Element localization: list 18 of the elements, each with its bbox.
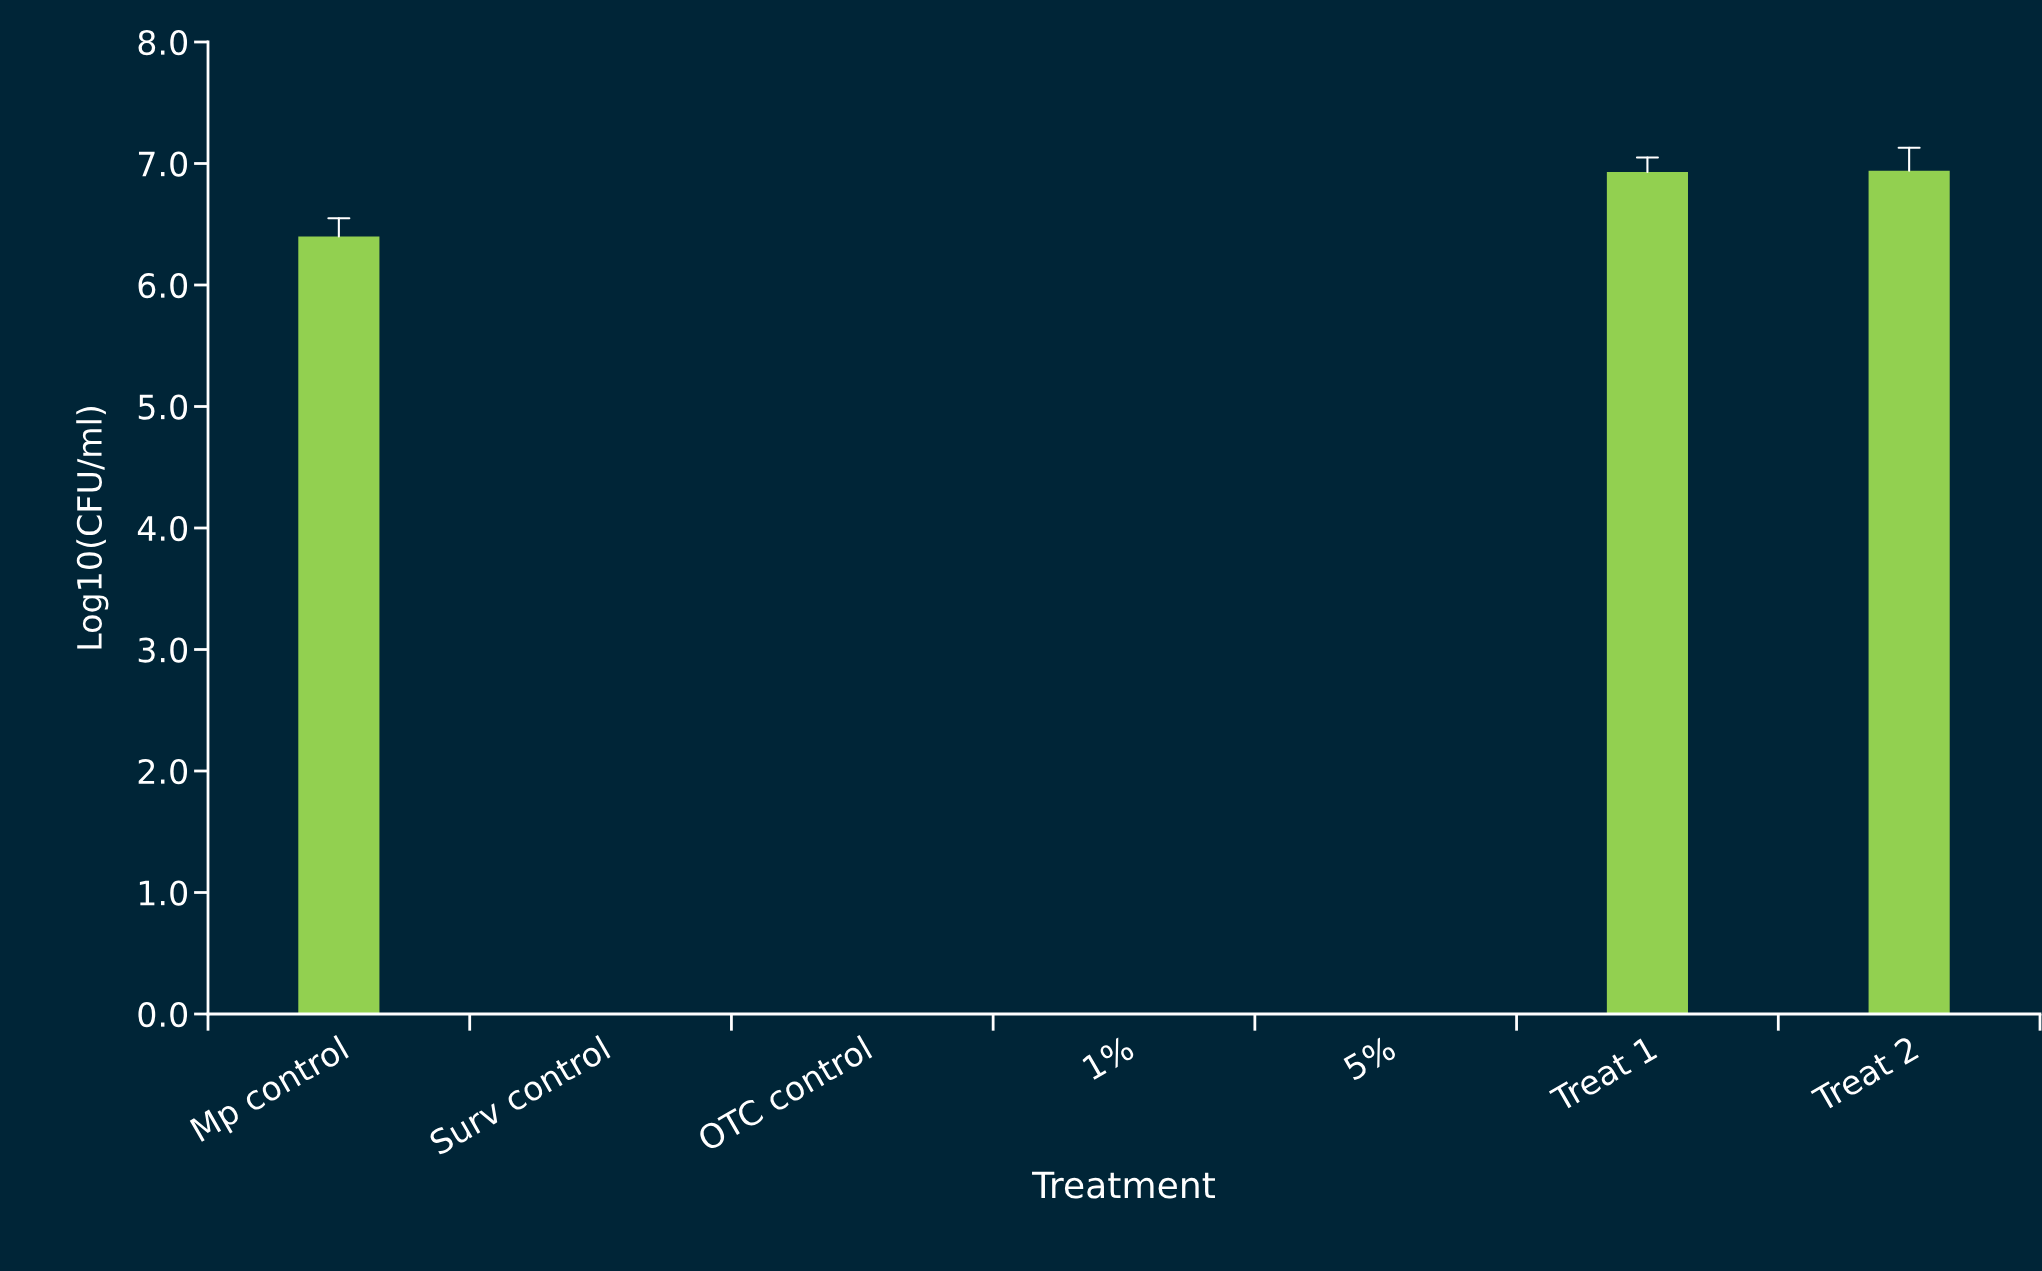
bar — [298, 236, 380, 1014]
bar — [1606, 172, 1688, 1014]
x-tick-label: 5% — [1342, 1034, 1398, 1081]
y-tick-label: 7.0 — [138, 151, 188, 177]
bar — [1868, 170, 1950, 1014]
y-tick-label: 3.0 — [138, 637, 188, 663]
x-tick-label: 1% — [1081, 1034, 1136, 1081]
x-tick-label: Treat 2 — [1810, 1035, 1920, 1113]
x-tick-label: Treat 1 — [1548, 1035, 1658, 1113]
y-tick-label: 4.0 — [137, 515, 188, 542]
y-tick-label: 8.0 — [138, 29, 188, 56]
y-axis-title: Log10(CFU/ml) — [76, 406, 109, 649]
y-tick-label: 1.0 — [139, 880, 188, 906]
x-axis-title: Treatment — [1032, 1171, 1215, 1199]
y-tick-label: 6.0 — [138, 272, 188, 299]
y-tick-label: 2.0 — [138, 758, 188, 785]
y-tick-label: 0.0 — [138, 1001, 188, 1028]
y-tick-label: 5.0 — [138, 394, 188, 420]
